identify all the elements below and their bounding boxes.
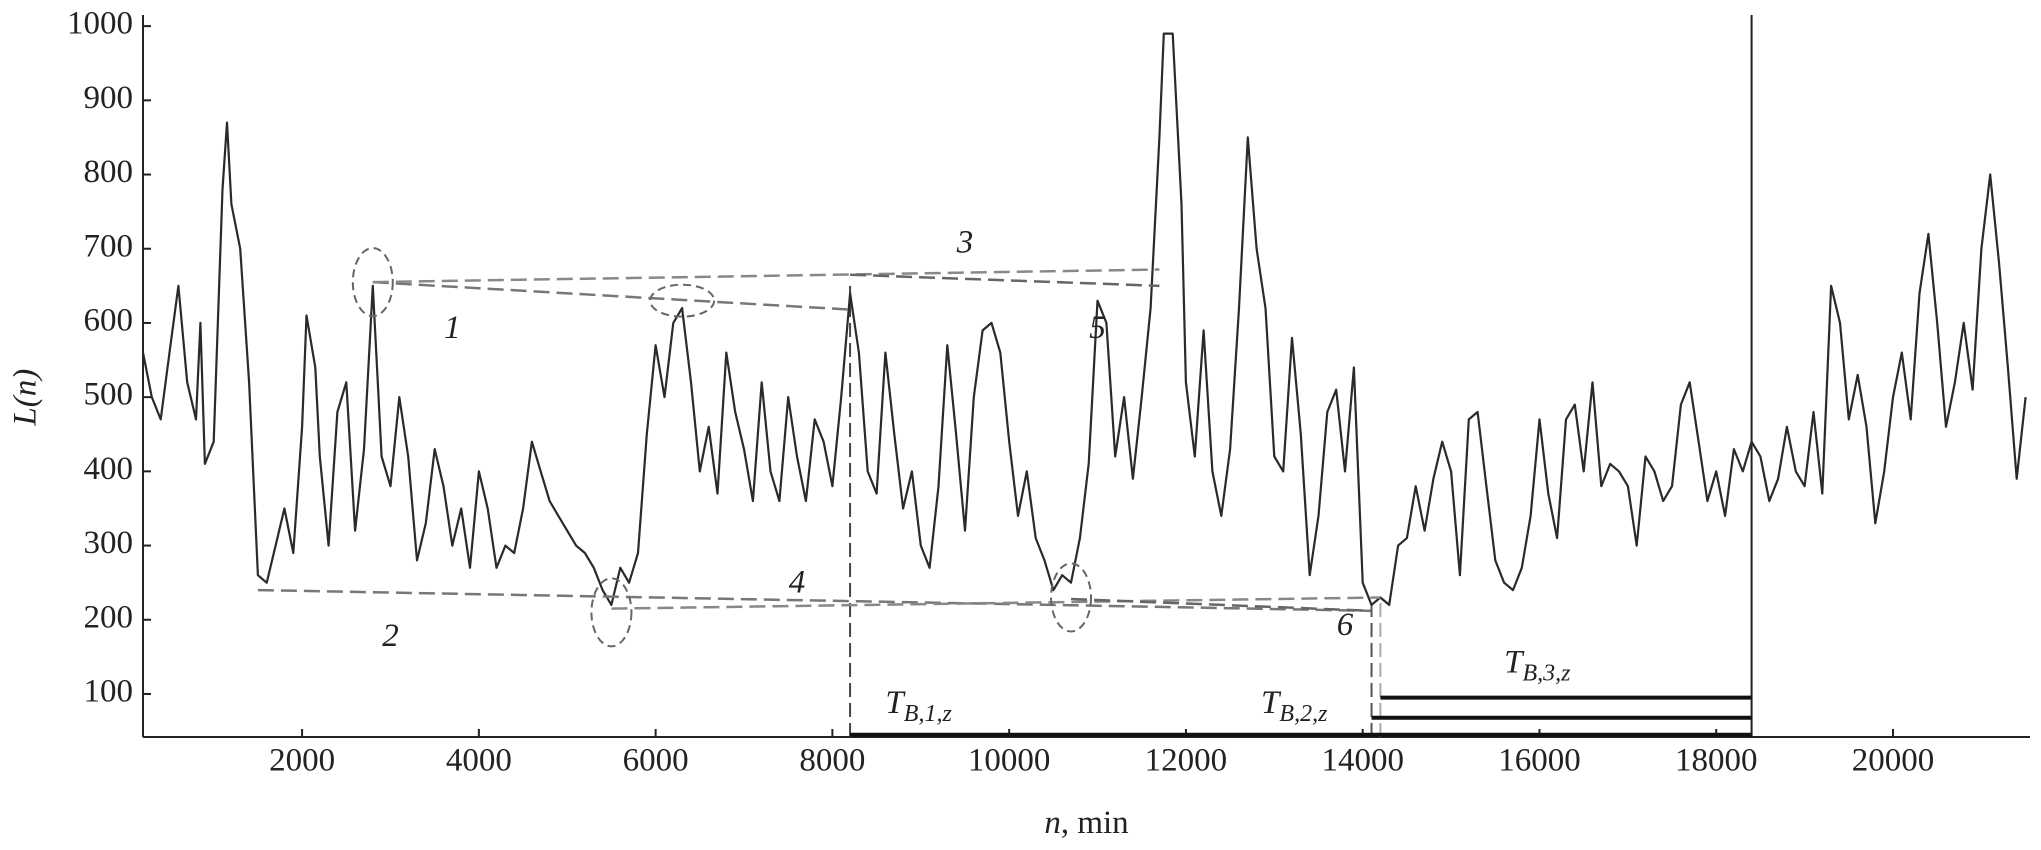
annotation-label: 1: [444, 310, 461, 346]
x-tick-label: 6000: [623, 743, 689, 779]
y-tick-label: 1000: [67, 6, 133, 42]
x-tick-label: 20000: [1852, 743, 1935, 779]
annotation-line: [850, 273, 1160, 288]
y-tick-label: 800: [84, 154, 134, 190]
annotation-label: 5: [1089, 310, 1106, 346]
x-label-unit: , min: [1061, 805, 1129, 841]
x-tick-label: 14000: [1321, 743, 1404, 779]
annotation-line: [1070, 597, 1372, 613]
y-tick-label: 900: [84, 80, 134, 116]
annotation-line: [257, 588, 1372, 613]
annotation-line: [372, 280, 851, 311]
interval-label-sub: B,2,z: [1279, 701, 1328, 727]
y-tick-label: 100: [84, 674, 134, 710]
x-tick-label: 18000: [1675, 743, 1758, 779]
x-tick-label: 8000: [799, 743, 865, 779]
interval-label-sub: B,1,z: [904, 701, 953, 727]
series-line: [141, 32, 2027, 606]
x-tick-label: 4000: [446, 743, 512, 779]
interval-label: TB,3,z: [1504, 644, 1571, 686]
annotation-label: 4: [789, 564, 806, 600]
x-label-var: n: [1044, 805, 1061, 841]
highlight-ellipse: [590, 577, 633, 648]
interval-label-main: T: [1504, 644, 1525, 680]
y-axis-label: L(n): [8, 369, 44, 427]
x-tick-label: 12000: [1145, 743, 1228, 779]
x-axis-label: n, min: [1044, 805, 1128, 841]
y-tick-label: 700: [84, 228, 134, 264]
interval-label: TB,2,z: [1261, 685, 1328, 727]
x-tick-label: 2000: [269, 743, 335, 779]
highlight-ellipse: [649, 283, 716, 318]
annotation-line: [611, 596, 1381, 610]
y-tick-label: 500: [84, 377, 134, 413]
annotation-line: [372, 268, 1160, 284]
x-tick-label: 10000: [968, 743, 1051, 779]
y-tick-label: 300: [84, 525, 134, 561]
annotation-label: 3: [956, 225, 974, 261]
y-tick-label: 400: [84, 451, 134, 487]
interval-label-sub: B,3,z: [1522, 660, 1571, 686]
highlight-ellipse: [351, 247, 394, 318]
y-tick-label: 200: [84, 599, 134, 635]
x-tick-label: 16000: [1498, 743, 1581, 779]
interval-label-main: T: [885, 685, 906, 721]
interval-label: TB,1,z: [885, 685, 952, 727]
y-tick-label: 600: [84, 303, 134, 339]
interval-label-main: T: [1261, 685, 1282, 721]
annotation-label: 2: [382, 618, 399, 654]
annotation-label: 6: [1337, 607, 1354, 643]
highlight-ellipse: [1050, 562, 1093, 633]
